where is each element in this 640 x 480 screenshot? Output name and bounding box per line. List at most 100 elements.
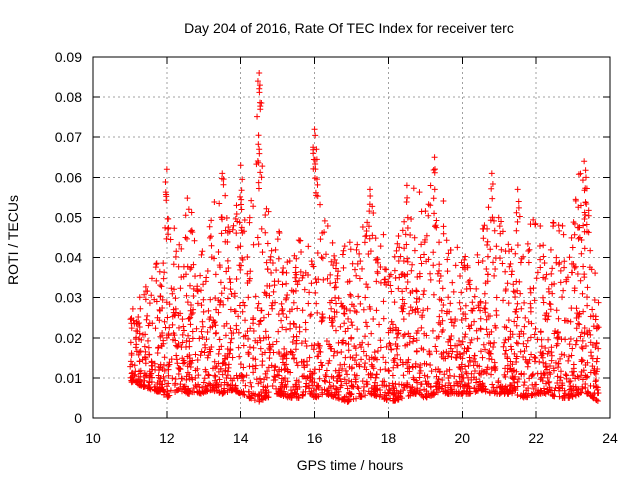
data-point xyxy=(302,269,309,276)
data-point xyxy=(388,346,395,353)
data-point xyxy=(397,390,404,397)
data-point xyxy=(347,307,354,314)
data-point xyxy=(572,263,579,270)
data-point xyxy=(135,373,142,380)
data-point xyxy=(557,368,564,375)
data-point xyxy=(368,330,375,337)
data-point xyxy=(341,320,348,327)
data-point xyxy=(215,309,222,316)
data-point xyxy=(448,354,455,361)
data-point xyxy=(537,264,544,271)
data-point xyxy=(470,305,477,312)
data-point xyxy=(573,325,580,332)
data-point xyxy=(350,383,357,390)
data-point xyxy=(461,333,468,340)
data-point xyxy=(310,393,317,400)
data-point xyxy=(471,352,478,359)
data-point xyxy=(481,305,488,312)
data-point xyxy=(557,377,564,384)
data-point xyxy=(405,330,412,337)
data-point xyxy=(580,367,587,374)
data-point xyxy=(365,223,372,230)
data-point xyxy=(298,340,305,347)
data-point xyxy=(491,339,498,346)
data-point xyxy=(400,332,407,339)
data-point xyxy=(390,364,397,371)
data-point xyxy=(495,379,502,386)
data-point xyxy=(322,378,329,385)
data-point xyxy=(453,354,460,361)
data-point xyxy=(502,336,509,343)
data-point xyxy=(487,246,494,253)
data-point xyxy=(418,324,425,331)
data-point xyxy=(351,357,358,364)
data-point xyxy=(264,266,271,273)
data-point xyxy=(377,366,384,373)
data-point xyxy=(212,295,219,302)
data-point xyxy=(454,244,461,251)
data-point xyxy=(201,375,208,382)
data-point xyxy=(275,328,282,335)
data-point xyxy=(162,179,169,186)
data-point xyxy=(413,337,420,344)
data-point xyxy=(413,287,420,294)
data-point xyxy=(436,261,443,268)
data-point xyxy=(331,256,338,263)
data-point xyxy=(242,317,249,324)
data-point xyxy=(561,387,568,394)
data-point xyxy=(389,372,396,379)
data-point xyxy=(537,329,544,336)
data-point xyxy=(549,290,556,297)
data-point xyxy=(340,339,347,346)
data-point xyxy=(317,201,324,208)
data-point xyxy=(216,336,223,343)
data-point xyxy=(293,359,300,366)
data-point xyxy=(222,361,229,368)
data-point xyxy=(187,282,194,289)
data-point xyxy=(273,267,280,274)
data-point xyxy=(194,356,201,363)
data-point xyxy=(345,398,352,405)
data-point xyxy=(363,352,370,359)
data-point xyxy=(383,343,390,350)
data-point xyxy=(401,331,408,338)
data-point xyxy=(558,336,565,343)
data-point xyxy=(406,310,413,317)
data-point xyxy=(373,278,380,285)
data-point xyxy=(581,209,588,216)
data-point xyxy=(443,368,450,375)
data-point xyxy=(217,264,224,271)
data-point xyxy=(163,197,170,204)
data-point xyxy=(525,385,532,392)
data-point xyxy=(237,361,244,368)
data-point xyxy=(222,192,229,199)
data-point xyxy=(355,293,362,300)
data-point xyxy=(425,212,432,219)
data-point xyxy=(402,231,409,238)
data-point xyxy=(394,240,401,247)
data-point xyxy=(257,169,264,176)
data-point xyxy=(165,224,172,231)
data-point xyxy=(589,363,596,370)
data-point xyxy=(225,264,232,271)
data-point xyxy=(268,302,275,309)
data-point xyxy=(144,337,151,344)
data-point xyxy=(353,352,360,359)
data-point xyxy=(158,332,165,339)
data-point xyxy=(490,217,497,224)
data-point xyxy=(270,377,277,384)
data-point xyxy=(311,126,318,133)
data-point xyxy=(430,291,437,298)
data-point xyxy=(491,227,498,234)
data-point xyxy=(157,361,164,368)
data-point xyxy=(128,350,135,357)
data-point xyxy=(495,214,502,221)
data-point xyxy=(433,217,440,224)
data-point xyxy=(228,290,235,297)
data-point xyxy=(143,316,150,323)
data-point xyxy=(493,294,500,301)
data-point xyxy=(400,257,407,264)
data-point xyxy=(354,241,361,248)
x-tick-label: 16 xyxy=(307,430,323,446)
data-point xyxy=(429,391,436,398)
